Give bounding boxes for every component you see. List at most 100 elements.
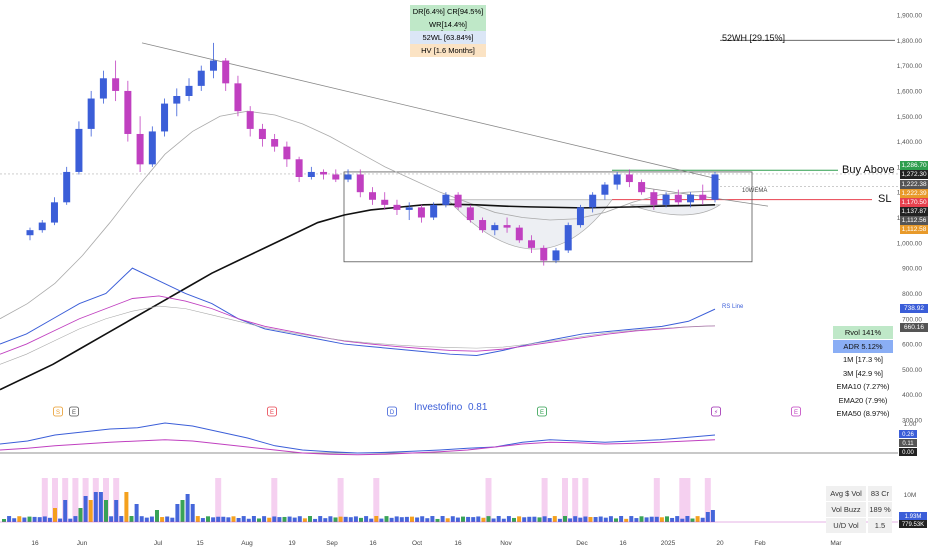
price-tick-label: 900.00 — [902, 266, 922, 273]
volume-bar — [119, 516, 124, 522]
volume-bar — [399, 517, 404, 522]
vol-highlight — [41, 478, 48, 522]
candle-body — [479, 220, 487, 231]
vol-buzz-label: Vol Buzz — [826, 502, 866, 517]
candle-body — [75, 128, 83, 172]
volume-bar — [537, 517, 542, 522]
volume-bar — [629, 516, 634, 522]
event-marker-char: E — [72, 410, 76, 416]
volume-bar — [47, 517, 52, 522]
event-marker-char: D — [390, 410, 395, 416]
volume-bar — [32, 516, 37, 522]
candle-body — [564, 225, 572, 251]
event-marker-char: S — [56, 410, 60, 416]
stat-badge: ADR 5.12% — [833, 339, 893, 353]
price-tag: 1,222.38 — [900, 180, 928, 189]
candle-body — [148, 131, 156, 165]
time-tick-label: 19 — [288, 540, 296, 547]
candle-body — [50, 202, 58, 223]
volume-bar — [216, 516, 221, 522]
candle-body — [454, 194, 462, 208]
volume-bar — [425, 518, 430, 522]
candle-body — [99, 78, 107, 99]
volume-bar — [42, 516, 47, 522]
candle-body — [576, 207, 584, 226]
osc-magenta-line — [0, 439, 716, 456]
avg-vol-value: 83 Cr — [868, 486, 892, 501]
event-marker-char: ⚡ — [714, 409, 718, 416]
top-badge: HV [1.6 Months] — [410, 44, 486, 57]
volume-bar — [384, 516, 389, 522]
candle-body — [307, 171, 315, 177]
time-tick-label: Jun — [77, 540, 88, 547]
volume-bar — [481, 517, 486, 522]
volume-bar — [134, 504, 139, 522]
candle-body — [601, 184, 609, 195]
volume-bar — [705, 512, 710, 522]
time-tick-label: 16 — [369, 540, 377, 547]
volume-bar — [287, 516, 292, 522]
volume-bar — [547, 518, 552, 522]
volume-bar — [542, 516, 547, 522]
volume-bar — [588, 517, 593, 522]
candle-body — [26, 230, 34, 236]
osc-tick-label: 0.00 — [902, 450, 914, 456]
volume-bar — [165, 516, 170, 522]
volume-bar — [37, 517, 42, 522]
candle-body — [258, 128, 266, 140]
volume-bar — [527, 516, 532, 522]
time-tick-label: Mar — [830, 540, 842, 547]
volume-bar — [573, 516, 578, 522]
volume-bar — [578, 517, 583, 522]
volume-bar — [471, 517, 476, 522]
volume-bar — [501, 518, 506, 522]
candle-body — [417, 207, 425, 218]
volume-bar — [109, 516, 114, 522]
volume-bar — [58, 518, 63, 522]
osc-tag — [899, 439, 917, 447]
volume-bar — [262, 516, 267, 522]
volume-bar — [7, 516, 12, 522]
price-tick-label: 1,400.00 — [897, 139, 923, 146]
time-tick-label: 16 — [31, 540, 39, 547]
volume-bar — [665, 516, 669, 522]
ema-200-line — [0, 203, 716, 391]
volume-bar — [63, 500, 68, 522]
volume-bar — [710, 510, 715, 522]
candle-body — [222, 60, 230, 84]
volume-bar — [369, 518, 374, 522]
stat-badge: Rvol 141% — [833, 326, 893, 339]
volume-bar — [552, 516, 557, 522]
price-tick-label: 1,900.00 — [897, 13, 923, 20]
stat-badge: EMA50 (8.97%) — [833, 407, 893, 420]
price-tag: 1,272.30 — [900, 170, 928, 179]
volume-bar — [685, 516, 690, 522]
event-marker — [537, 406, 547, 417]
price-tag: 1,286.70 — [900, 161, 928, 170]
price-tag: 738.92 — [900, 304, 928, 313]
volume-bar — [619, 516, 624, 522]
volume-bar — [445, 518, 450, 522]
candle-body — [320, 171, 328, 175]
candle-body — [87, 98, 95, 129]
time-tick-label: Jul — [154, 540, 163, 547]
time-tick-label: 2025 — [661, 540, 676, 547]
time-tick-label: Sep — [326, 540, 338, 547]
price-tick-label: 800.00 — [902, 291, 922, 298]
osc-tag — [899, 448, 917, 456]
candle-body — [369, 192, 376, 200]
stat-badge: EMA20 (7.9%) — [833, 393, 893, 407]
candle-body — [344, 174, 352, 180]
volume-bar — [420, 516, 425, 522]
volume-bar — [491, 518, 496, 522]
stat-badge: EMA10 (7.27%) — [833, 380, 893, 393]
watermark-label: Investofino 0.81 — [414, 402, 487, 413]
volume-bar — [700, 517, 705, 522]
volume-bar — [583, 516, 588, 522]
vol-highlight — [271, 478, 278, 522]
volume-bar — [83, 496, 88, 522]
vol-highlight — [215, 478, 222, 522]
volume-bar — [206, 516, 210, 522]
